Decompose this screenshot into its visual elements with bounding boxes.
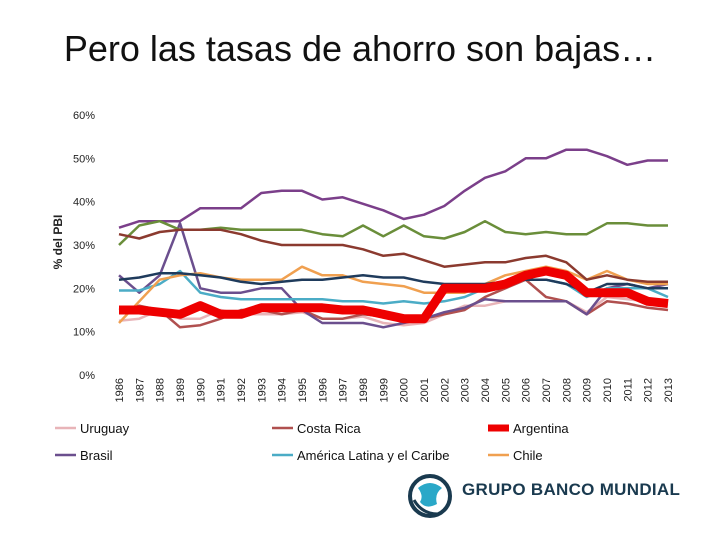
legend-label: Brasil bbox=[80, 448, 113, 463]
x-tick-label: 2011 bbox=[622, 378, 634, 402]
y-tick-label: 10% bbox=[73, 327, 95, 339]
legend-label: Costa Rica bbox=[297, 421, 361, 436]
x-tick-label: 2012 bbox=[643, 378, 655, 402]
world-bank-logo-text: GRUPO BANCO MUNDIAL bbox=[462, 480, 681, 499]
y-tick-label: 40% bbox=[73, 197, 95, 209]
x-tick-label: 2004 bbox=[480, 378, 492, 402]
x-tick-label: 1992 bbox=[236, 378, 248, 402]
x-tick-label: 1999 bbox=[378, 378, 390, 402]
x-tick-label: 1997 bbox=[338, 378, 350, 402]
series-lines bbox=[118, 148, 669, 329]
series-line-paraguay bbox=[118, 219, 668, 246]
y-tick-label: 0% bbox=[79, 370, 95, 382]
legend-label: Argentina bbox=[513, 421, 569, 436]
x-tick-label: 1996 bbox=[317, 378, 329, 402]
x-tick-label: 1998 bbox=[358, 378, 370, 402]
x-tick-label: 2010 bbox=[602, 378, 614, 402]
legend-label: América Latina y el Caribe bbox=[297, 448, 449, 463]
x-tick-label: 1995 bbox=[297, 378, 309, 402]
series-line-argentina bbox=[119, 266, 669, 324]
y-axis: 0% 10% 20% 30% 40% 50% 60% bbox=[73, 110, 95, 382]
series-line-am-rica-latina-y-el-caribe bbox=[119, 269, 669, 305]
x-tick-label: 2000 bbox=[399, 378, 411, 402]
y-tick-label: 50% bbox=[73, 153, 95, 165]
x-tick-label: 1991 bbox=[216, 378, 228, 402]
series-line-venezuela bbox=[118, 148, 668, 229]
x-tick-label: 2008 bbox=[561, 378, 573, 402]
x-tick-label: 1990 bbox=[195, 378, 207, 402]
x-tick-label: 2001 bbox=[419, 378, 431, 402]
slide-title: Pero las tasas de ahorro son bajas… bbox=[63, 28, 657, 69]
x-tick-label: 1993 bbox=[256, 378, 268, 402]
x-tick-label: 1986 bbox=[114, 378, 126, 402]
series-line-bolivia bbox=[118, 228, 668, 284]
x-tick-label: 2003 bbox=[460, 378, 472, 402]
x-tick-label: 1987 bbox=[134, 378, 146, 402]
x-tick-label: 1988 bbox=[155, 378, 167, 402]
x-tick-label: 1989 bbox=[175, 378, 187, 402]
x-tick-label: 2007 bbox=[541, 378, 553, 402]
series-line-brasil bbox=[118, 222, 669, 329]
x-tick-label: 2005 bbox=[500, 378, 512, 402]
x-axis: 1986 1987 1988 1989 1990 1991 1992 1993 1994 1995… bbox=[114, 378, 675, 402]
x-tick-label: 1994 bbox=[277, 378, 289, 402]
x-tick-label: 2002 bbox=[439, 378, 451, 402]
x-tick-label: 2013 bbox=[663, 378, 675, 402]
legend: Uruguay Costa Rica Argentina Brasil América … bbox=[55, 421, 569, 463]
legend-label: Uruguay bbox=[80, 421, 130, 436]
legend-label: Chile bbox=[513, 448, 543, 463]
y-tick-label: 20% bbox=[73, 283, 95, 295]
y-axis-label: % del PBI bbox=[51, 215, 65, 270]
globe-logo-icon bbox=[408, 474, 452, 518]
y-tick-label: 30% bbox=[73, 240, 95, 252]
y-tick-label: 60% bbox=[73, 110, 95, 122]
x-tick-label: 2006 bbox=[521, 378, 533, 402]
x-tick-label: 2009 bbox=[582, 378, 594, 402]
